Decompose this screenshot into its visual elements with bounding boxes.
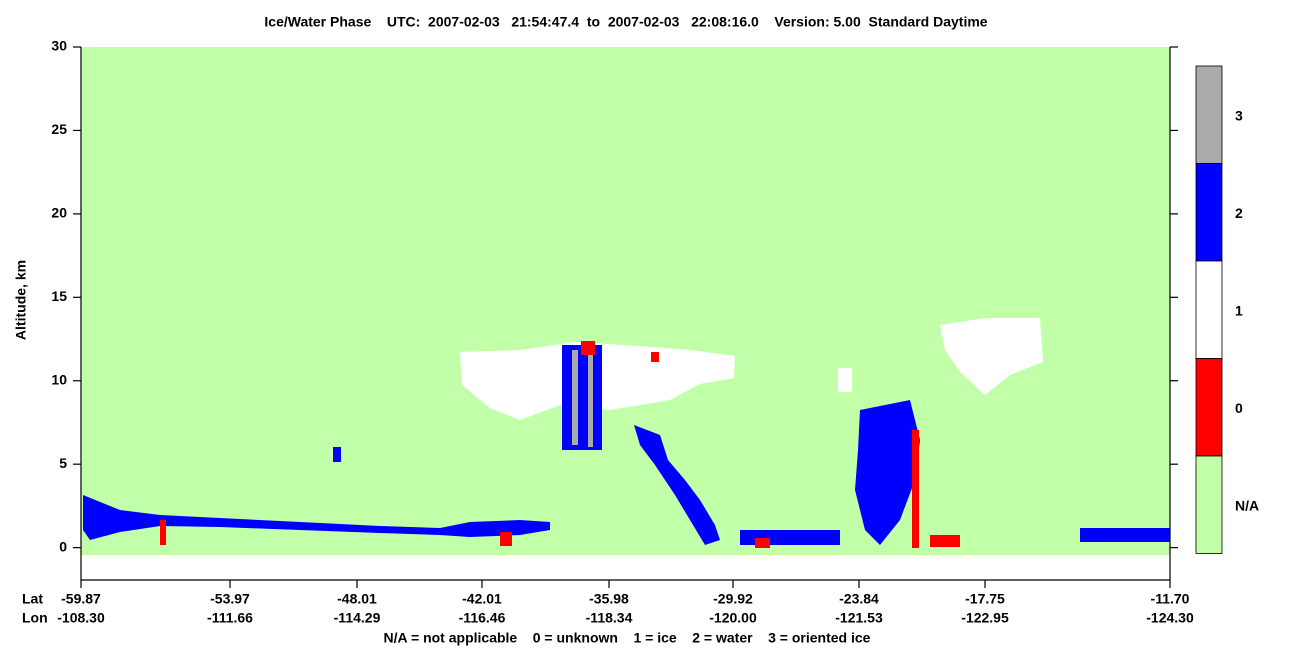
- chart-title: Ice/Water Phase UTC: 2007-02-03 21:54:47…: [264, 14, 987, 30]
- legend-swatch: [1195, 65, 1223, 164]
- lat-tick-label: -23.84: [839, 591, 879, 607]
- lon-tick-label: -122.95: [961, 610, 1009, 626]
- lon-tick-label: -111.66: [207, 610, 253, 626]
- lat-tick-label: -35.98: [589, 591, 629, 607]
- legend-swatch: [1195, 260, 1223, 359]
- lat-tick-label: -53.97: [210, 591, 250, 607]
- lat-tick-label: -42.01: [462, 591, 502, 607]
- y-tick-label: 5: [59, 455, 67, 471]
- y-tick-label: 30: [51, 38, 67, 54]
- legend-label: 2: [1235, 205, 1243, 221]
- axis-frame: [80, 47, 1171, 581]
- y-tick-label: 0: [59, 538, 67, 554]
- legend-swatch: [1195, 358, 1223, 457]
- lat-tick-label: -29.92: [713, 591, 753, 607]
- legend-label: 3: [1235, 107, 1243, 123]
- lon-tick-label: -124.30: [1146, 610, 1194, 626]
- x-row-label: Lon: [22, 610, 48, 626]
- lat-tick-label: -48.01: [337, 591, 377, 607]
- lon-tick-label: -116.46: [459, 610, 506, 626]
- x-row-label: Lat: [22, 591, 43, 607]
- y-axis-label: Altitude, km: [13, 260, 29, 340]
- plot-area: [80, 47, 1171, 581]
- lon-tick-label: -120.00: [709, 610, 757, 626]
- legend-label: N/A: [1235, 497, 1259, 513]
- legend-label: 1: [1235, 302, 1243, 318]
- background: [81, 47, 1170, 555]
- lat-tick-label: -59.87: [61, 591, 101, 607]
- legend-swatch: [1195, 455, 1223, 554]
- y-tick-label: 15: [51, 288, 67, 304]
- legend-swatch: [1195, 163, 1223, 262]
- legend-label: 0: [1235, 400, 1243, 416]
- y-tick-label: 20: [51, 205, 67, 221]
- colorbar: 3 2 1 0 N/A: [1195, 65, 1259, 554]
- lat-tick-label: -17.75: [965, 591, 1005, 607]
- lon-tick-label: -114.29: [334, 610, 381, 626]
- cloud-features: [83, 318, 1170, 548]
- lat-tick-label: -11.70: [1151, 591, 1190, 607]
- y-tick-label: 25: [51, 121, 67, 137]
- y-tick-label: 10: [51, 371, 67, 387]
- lon-tick-label: -121.53: [835, 610, 883, 626]
- lon-tick-label: -108.30: [57, 610, 105, 626]
- note: N/A = not applicable 0 = unknown 1 = ice…: [384, 630, 871, 646]
- lon-tick-label: -118.34: [586, 610, 633, 626]
